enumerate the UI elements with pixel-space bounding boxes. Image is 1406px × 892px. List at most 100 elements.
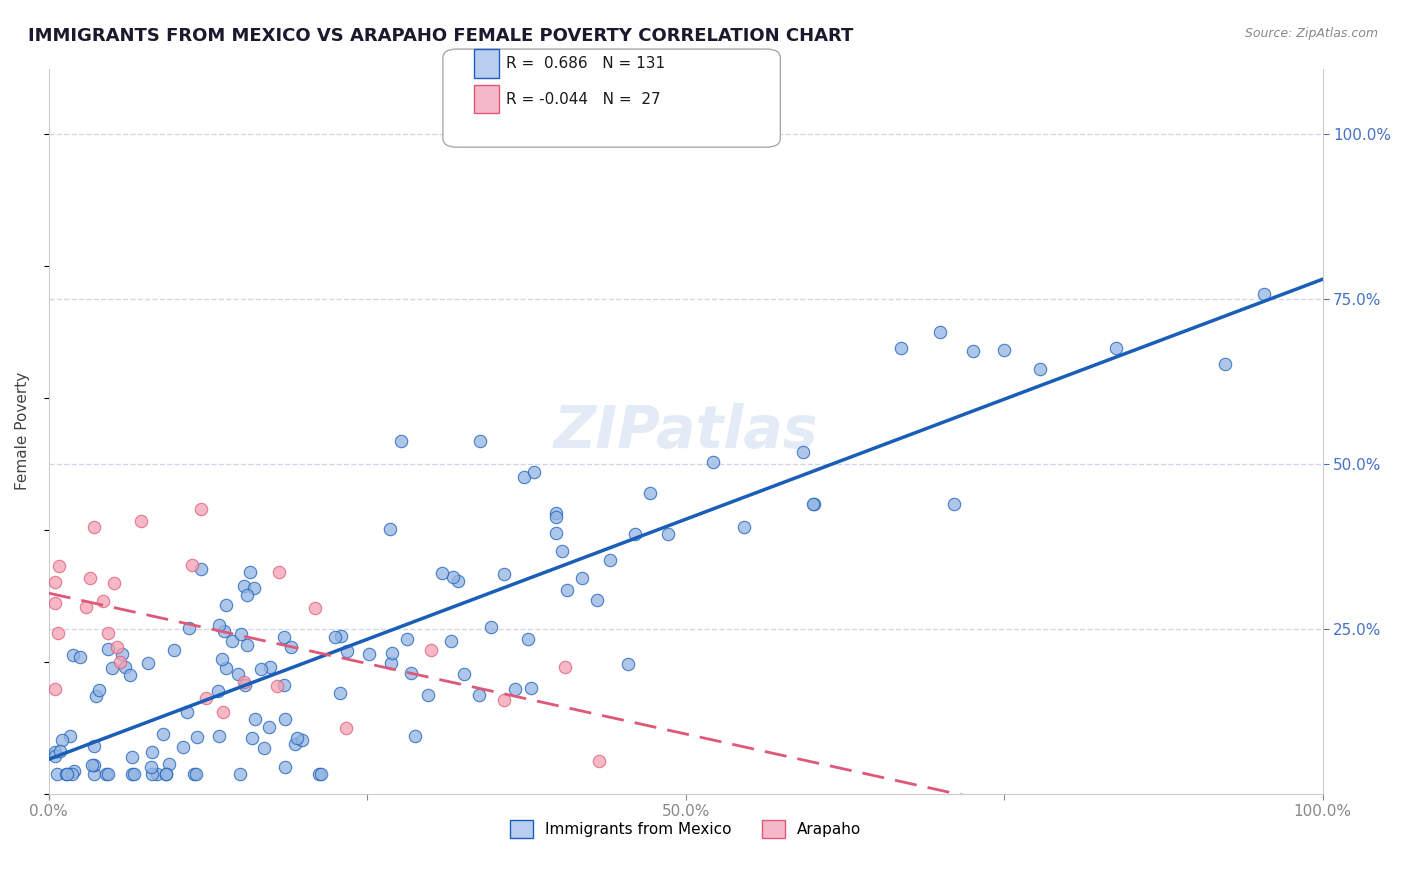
Point <box>229 627 252 641</box>
Point <box>657 527 679 541</box>
Point <box>624 527 647 541</box>
Point <box>243 581 266 595</box>
Point <box>273 630 295 644</box>
Point <box>59 729 82 743</box>
Point <box>441 570 464 584</box>
Point <box>259 659 281 673</box>
Point <box>380 646 402 660</box>
Point <box>235 638 257 652</box>
Point <box>48 559 70 574</box>
Point <box>97 626 120 640</box>
Point <box>259 720 281 734</box>
Point <box>335 721 357 735</box>
Point <box>146 767 169 781</box>
Point <box>96 767 118 781</box>
Point <box>62 648 84 662</box>
Point <box>48 744 70 758</box>
Point <box>523 466 546 480</box>
Point <box>44 745 66 759</box>
Point <box>553 660 575 674</box>
Point <box>249 662 271 676</box>
Point <box>79 571 101 585</box>
Point <box>588 754 610 768</box>
Point <box>118 667 141 681</box>
Point <box>792 444 814 458</box>
Point <box>468 434 491 449</box>
Point <box>108 656 131 670</box>
Point <box>380 656 402 670</box>
Point <box>733 520 755 534</box>
Point <box>359 647 381 661</box>
Point <box>551 544 574 558</box>
Point <box>121 767 143 781</box>
Point <box>617 657 640 671</box>
Point <box>91 594 114 608</box>
Point <box>378 522 401 536</box>
Point <box>83 767 105 781</box>
Point <box>233 674 256 689</box>
Point <box>266 679 288 693</box>
Point <box>172 740 194 755</box>
Point <box>129 514 152 528</box>
Point <box>60 767 83 781</box>
Point <box>399 666 422 681</box>
Point <box>586 593 609 607</box>
Point <box>284 737 307 751</box>
Point <box>184 767 207 781</box>
Point <box>240 731 263 746</box>
Point <box>546 510 568 524</box>
Point <box>121 749 143 764</box>
Point <box>155 767 177 781</box>
Text: R =  0.686   N = 131: R = 0.686 N = 131 <box>506 56 665 70</box>
Point <box>395 632 418 646</box>
Point <box>416 688 439 702</box>
Point <box>44 596 66 610</box>
Point <box>702 454 724 468</box>
Point <box>453 666 475 681</box>
Point <box>479 620 502 634</box>
Point <box>152 727 174 741</box>
Text: R = -0.044   N =  27: R = -0.044 N = 27 <box>506 92 661 106</box>
Point <box>308 767 330 781</box>
Legend: Immigrants from Mexico, Arapaho: Immigrants from Mexico, Arapaho <box>503 814 868 845</box>
Point <box>803 498 825 512</box>
Point <box>323 630 346 644</box>
Point <box>183 767 205 781</box>
Point <box>599 553 621 567</box>
Point <box>46 626 69 640</box>
Point <box>329 686 352 700</box>
Point <box>208 618 231 632</box>
Point <box>492 566 515 581</box>
Point <box>544 506 567 520</box>
Point <box>101 661 124 675</box>
Point <box>1028 362 1050 376</box>
Point <box>179 621 201 635</box>
Point <box>186 730 208 744</box>
Point <box>51 733 73 747</box>
Point <box>512 469 534 483</box>
Point <box>114 660 136 674</box>
Point <box>82 757 104 772</box>
Point <box>190 502 212 516</box>
Point <box>517 632 540 646</box>
Point <box>389 434 412 448</box>
Point <box>163 643 186 657</box>
Point <box>190 562 212 576</box>
Point <box>84 689 107 703</box>
Point <box>468 688 491 702</box>
Point <box>233 579 256 593</box>
Point <box>993 343 1015 358</box>
Point <box>136 657 159 671</box>
Point <box>44 682 66 697</box>
Point <box>929 325 952 339</box>
Point <box>801 497 824 511</box>
Point <box>97 642 120 657</box>
Point <box>440 634 463 648</box>
Point <box>141 745 163 759</box>
Point <box>229 767 252 781</box>
Point <box>83 519 105 533</box>
Point <box>1105 342 1128 356</box>
Point <box>215 661 238 675</box>
Point <box>555 582 578 597</box>
Point <box>1253 287 1275 301</box>
